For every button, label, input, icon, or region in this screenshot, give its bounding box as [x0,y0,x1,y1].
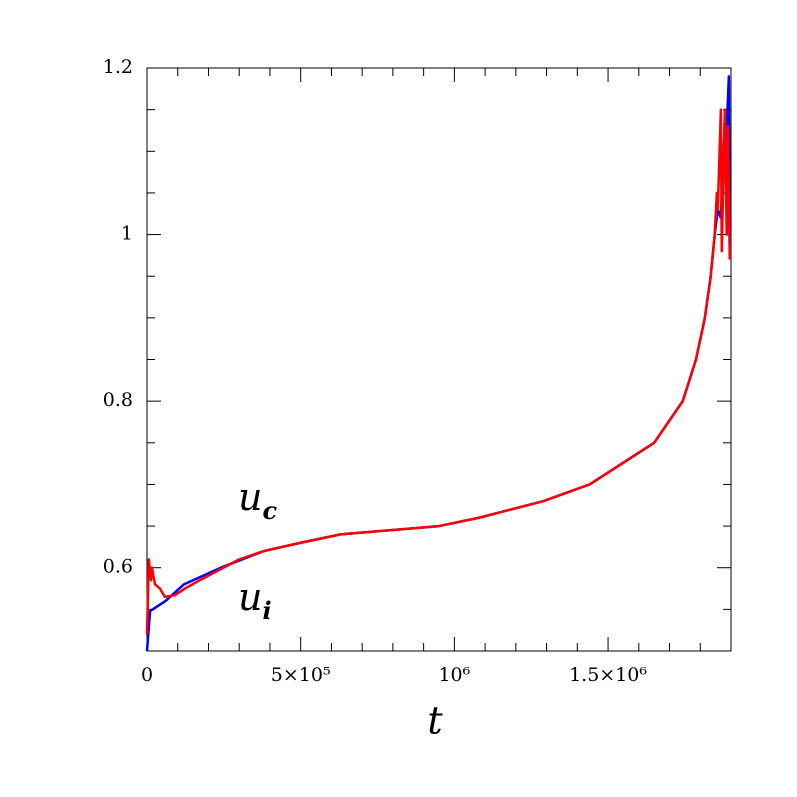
annotation: uc [238,475,277,525]
x-tick-label: 0 [141,664,153,686]
annotation-subscript: i [262,596,271,625]
y-tick-label: 0.8 [103,389,133,411]
annotation: ui [238,575,272,625]
annotation-text: u [238,475,262,519]
x-axis-label: t [427,699,443,743]
x-tick-label: 5×10⁵ [271,664,331,686]
line-series [145,75,732,652]
line-series [145,108,732,635]
x-tick-label: 1.5×10⁶ [569,664,647,686]
annotation-subscript: c [262,496,277,525]
x-tick-label: 10⁶ [438,664,470,686]
y-tick-label: 0.6 [103,556,133,578]
annotation-text: u [238,575,262,619]
y-tick-label: 1.2 [103,56,133,78]
y-tick-label: 1 [121,223,133,245]
